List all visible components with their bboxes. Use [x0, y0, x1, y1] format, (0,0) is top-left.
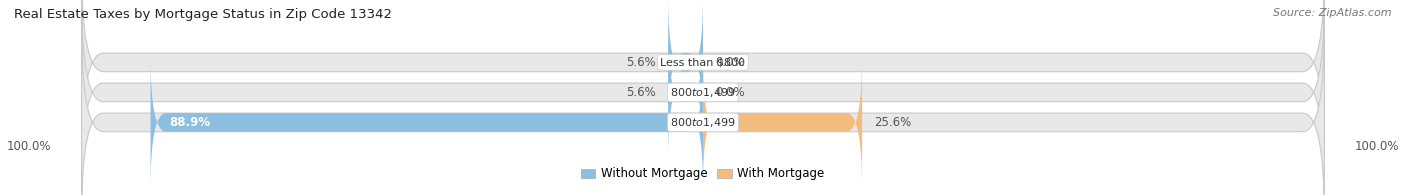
FancyBboxPatch shape [82, 27, 1324, 195]
Text: 0.0%: 0.0% [716, 86, 745, 99]
Text: 100.0%: 100.0% [1354, 140, 1399, 153]
Legend: Without Mortgage, With Mortgage: Without Mortgage, With Mortgage [576, 163, 830, 185]
Text: 100.0%: 100.0% [7, 140, 52, 153]
FancyBboxPatch shape [703, 57, 862, 188]
Text: 0.0%: 0.0% [716, 56, 745, 69]
FancyBboxPatch shape [668, 0, 703, 128]
Text: $800 to $1,499: $800 to $1,499 [671, 116, 735, 129]
FancyBboxPatch shape [668, 27, 703, 158]
Text: Real Estate Taxes by Mortgage Status in Zip Code 13342: Real Estate Taxes by Mortgage Status in … [14, 8, 392, 21]
Text: 25.6%: 25.6% [875, 116, 911, 129]
FancyBboxPatch shape [150, 57, 703, 188]
Text: Less than $800: Less than $800 [661, 57, 745, 67]
Text: 5.6%: 5.6% [626, 56, 655, 69]
Text: 5.6%: 5.6% [626, 86, 655, 99]
Text: Source: ZipAtlas.com: Source: ZipAtlas.com [1274, 8, 1392, 18]
Text: $800 to $1,499: $800 to $1,499 [671, 86, 735, 99]
FancyBboxPatch shape [82, 0, 1324, 188]
FancyBboxPatch shape [82, 0, 1324, 158]
Text: 88.9%: 88.9% [169, 116, 211, 129]
